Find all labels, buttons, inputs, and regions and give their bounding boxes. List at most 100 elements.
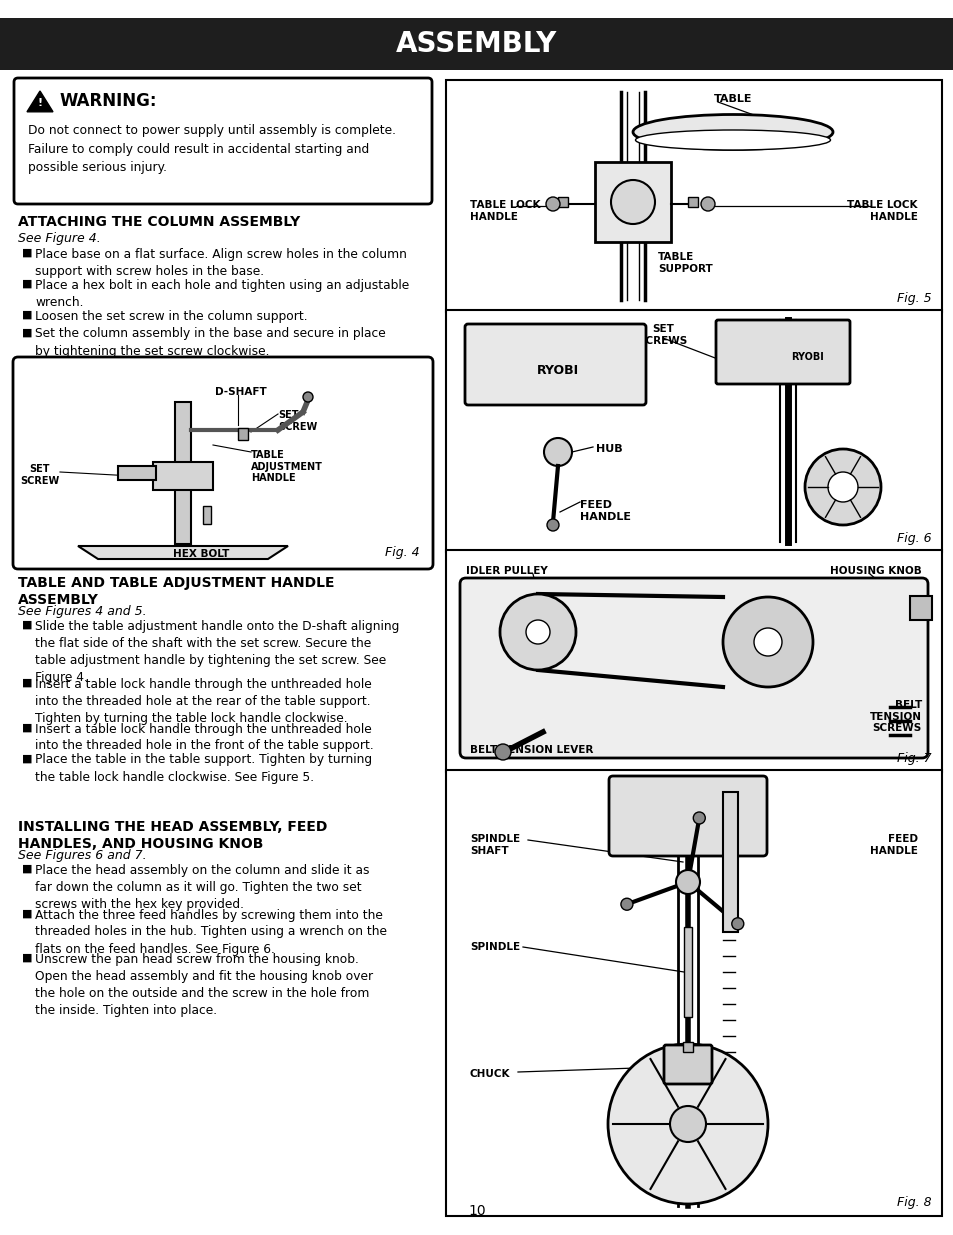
FancyBboxPatch shape bbox=[446, 80, 941, 312]
Text: HUB: HUB bbox=[596, 445, 622, 454]
Text: Set the column assembly in the base and secure in place
by tightening the set sc: Set the column assembly in the base and … bbox=[35, 327, 385, 357]
Text: TABLE LOCK
HANDLE: TABLE LOCK HANDLE bbox=[846, 200, 917, 221]
Circle shape bbox=[676, 869, 700, 894]
Text: SET
SCREWS: SET SCREWS bbox=[638, 324, 687, 346]
Text: BELT
TENSION
SCREWS: BELT TENSION SCREWS bbox=[869, 700, 921, 734]
Text: Place a hex bolt in each hole and tighten using an adjustable
wrench.: Place a hex bolt in each hole and tighte… bbox=[35, 279, 409, 309]
Circle shape bbox=[499, 594, 576, 671]
Text: TABLE LOCK
HANDLE: TABLE LOCK HANDLE bbox=[470, 200, 540, 221]
Text: TABLE AND TABLE ADJUSTMENT HANDLE
ASSEMBLY: TABLE AND TABLE ADJUSTMENT HANDLE ASSEMB… bbox=[18, 576, 335, 606]
Circle shape bbox=[607, 1044, 767, 1204]
Bar bbox=[174, 403, 191, 543]
Bar bbox=[558, 198, 567, 207]
Circle shape bbox=[804, 450, 880, 525]
Text: Insert a table lock handle through the unthreaded hole
into the threaded hole at: Insert a table lock handle through the u… bbox=[35, 678, 372, 725]
Text: 10: 10 bbox=[468, 1204, 485, 1218]
Text: ■: ■ bbox=[22, 909, 32, 919]
Text: Fig. 4: Fig. 4 bbox=[385, 546, 419, 559]
Text: SPINDLE: SPINDLE bbox=[470, 942, 519, 952]
Circle shape bbox=[731, 918, 743, 930]
Text: INSTALLING THE HEAD ASSEMBLY, FEED
HANDLES, AND HOUSING KNOB: INSTALLING THE HEAD ASSEMBLY, FEED HANDL… bbox=[18, 820, 327, 851]
Text: HOUSING KNOB: HOUSING KNOB bbox=[829, 566, 921, 576]
Text: TABLE
SUPPORT: TABLE SUPPORT bbox=[658, 252, 712, 274]
FancyBboxPatch shape bbox=[459, 578, 927, 758]
Text: IDLER PULLEY: IDLER PULLEY bbox=[465, 566, 547, 576]
Text: ■: ■ bbox=[22, 722, 32, 732]
Text: SPINDLE
SHAFT: SPINDLE SHAFT bbox=[470, 834, 519, 856]
FancyBboxPatch shape bbox=[446, 769, 941, 1216]
Bar bbox=[0, 19, 953, 70]
Text: ■: ■ bbox=[22, 327, 32, 337]
Text: RYOBI: RYOBI bbox=[537, 363, 578, 377]
Text: Place the table in the table support. Tighten by turning
the table lock handle c: Place the table in the table support. Ti… bbox=[35, 753, 372, 783]
Text: See Figure 4.: See Figure 4. bbox=[18, 232, 101, 245]
FancyBboxPatch shape bbox=[663, 1045, 711, 1084]
Text: SET
SCREW: SET SCREW bbox=[20, 464, 59, 485]
FancyBboxPatch shape bbox=[446, 310, 941, 552]
Bar bbox=[237, 429, 248, 440]
Text: HEX BOLT: HEX BOLT bbox=[172, 550, 229, 559]
FancyBboxPatch shape bbox=[13, 357, 433, 569]
Text: ■: ■ bbox=[22, 620, 32, 630]
Text: CHUCK: CHUCK bbox=[470, 1070, 510, 1079]
Text: ■: ■ bbox=[22, 248, 32, 258]
Polygon shape bbox=[27, 91, 53, 112]
FancyBboxPatch shape bbox=[14, 78, 432, 204]
Text: ■: ■ bbox=[22, 310, 32, 320]
Bar bbox=[152, 462, 213, 490]
Circle shape bbox=[546, 519, 558, 531]
Text: Fig. 8: Fig. 8 bbox=[897, 1195, 931, 1209]
FancyBboxPatch shape bbox=[608, 776, 766, 856]
Ellipse shape bbox=[635, 130, 830, 149]
Text: WARNING:: WARNING: bbox=[60, 91, 157, 110]
Circle shape bbox=[700, 198, 714, 211]
Circle shape bbox=[722, 597, 812, 687]
Text: Place base on a flat surface. Align screw holes in the column
support with screw: Place base on a flat surface. Align scre… bbox=[35, 248, 406, 278]
Text: TABLE: TABLE bbox=[713, 94, 752, 104]
Circle shape bbox=[545, 198, 559, 211]
Circle shape bbox=[827, 472, 857, 501]
Circle shape bbox=[525, 620, 550, 643]
Circle shape bbox=[620, 898, 632, 910]
Text: D-SHAFT: D-SHAFT bbox=[214, 387, 267, 396]
Text: Do not connect to power supply until assembly is complete.
Failure to comply cou: Do not connect to power supply until ass… bbox=[28, 124, 395, 174]
Text: SET
SCREW: SET SCREW bbox=[277, 410, 317, 431]
Text: See Figures 6 and 7.: See Figures 6 and 7. bbox=[18, 848, 147, 862]
Ellipse shape bbox=[633, 115, 832, 149]
Bar bbox=[722, 792, 738, 932]
Text: Unscrew the pan head screw from the housing knob.
Open the head assembly and fit: Unscrew the pan head screw from the hous… bbox=[35, 953, 373, 1016]
Bar bbox=[909, 597, 931, 620]
Text: Fig. 6: Fig. 6 bbox=[897, 532, 931, 545]
Text: !: ! bbox=[37, 98, 43, 107]
Text: FEED
HANDLE: FEED HANDLE bbox=[579, 500, 630, 521]
Text: TABLE
ADJUSTMENT
HANDLE: TABLE ADJUSTMENT HANDLE bbox=[251, 450, 322, 483]
Text: ■: ■ bbox=[22, 864, 32, 874]
Text: ATTACHING THE COLUMN ASSEMBLY: ATTACHING THE COLUMN ASSEMBLY bbox=[18, 215, 300, 228]
Text: FEED
HANDLE: FEED HANDLE bbox=[869, 834, 917, 856]
Circle shape bbox=[753, 629, 781, 656]
Circle shape bbox=[543, 438, 572, 466]
Circle shape bbox=[495, 743, 511, 760]
Circle shape bbox=[693, 811, 704, 824]
Bar bbox=[203, 506, 211, 524]
Text: ■: ■ bbox=[22, 279, 32, 289]
Text: Loosen the set screw in the column support.: Loosen the set screw in the column suppo… bbox=[35, 310, 307, 324]
Circle shape bbox=[610, 180, 655, 224]
Text: Fig. 7: Fig. 7 bbox=[897, 752, 931, 764]
Bar bbox=[118, 466, 156, 480]
Text: Fig. 5: Fig. 5 bbox=[897, 291, 931, 305]
Text: RYOBI: RYOBI bbox=[791, 352, 823, 362]
Circle shape bbox=[669, 1107, 705, 1142]
Text: ■: ■ bbox=[22, 953, 32, 963]
Bar bbox=[682, 1042, 692, 1052]
Text: ■: ■ bbox=[22, 678, 32, 688]
Text: ASSEMBLY: ASSEMBLY bbox=[395, 30, 558, 58]
Bar bbox=[687, 198, 698, 207]
FancyBboxPatch shape bbox=[446, 550, 941, 772]
Circle shape bbox=[303, 391, 313, 403]
Bar bbox=[595, 162, 670, 242]
Text: Slide the table adjustment handle onto the D-shaft aligning
the flat side of the: Slide the table adjustment handle onto t… bbox=[35, 620, 399, 684]
Text: ■: ■ bbox=[22, 753, 32, 763]
Text: See Figures 4 and 5.: See Figures 4 and 5. bbox=[18, 605, 147, 618]
Text: Place the head assembly on the column and slide it as
far down the column as it : Place the head assembly on the column an… bbox=[35, 864, 369, 911]
